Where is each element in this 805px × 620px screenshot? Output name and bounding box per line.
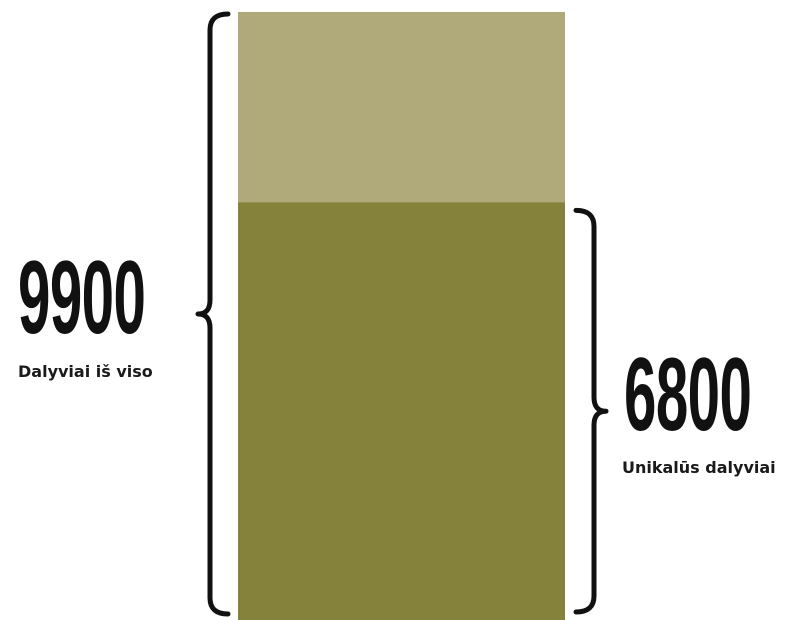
bar-group — [238, 12, 565, 620]
unique-value-label: 6800 — [624, 337, 752, 453]
total-value-label: 9900 — [18, 240, 146, 356]
bracket-group — [195, 11, 609, 617]
total-caption: Dalyviai iš viso — [18, 362, 153, 381]
unique-caption: Unikalūs dalyviai — [622, 458, 776, 477]
total-bracket — [195, 11, 231, 617]
unique-bar — [238, 202, 565, 620]
unique-bracket — [573, 207, 609, 615]
